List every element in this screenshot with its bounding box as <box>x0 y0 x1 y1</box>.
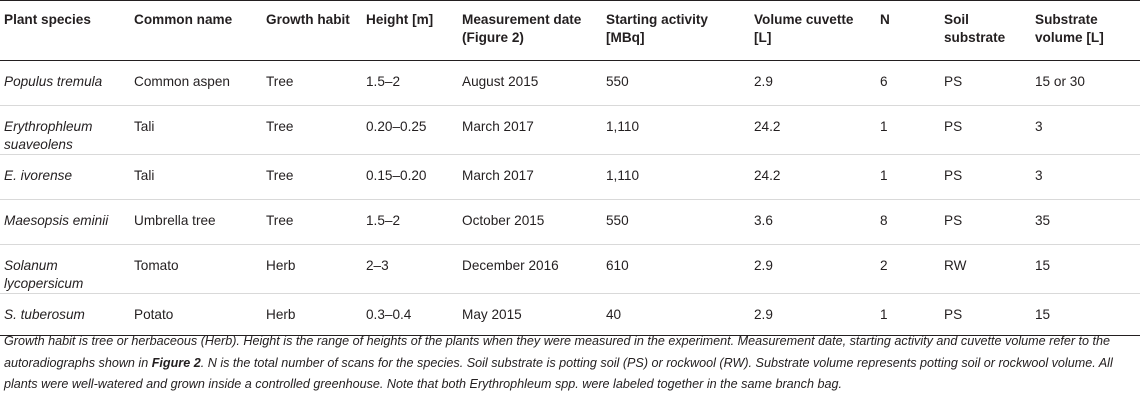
cell-measurement-date: March 2017 <box>458 105 602 155</box>
cell-substrate-volume: 3 <box>1031 154 1140 200</box>
caption-text-continued: . N is the total number of scans for the… <box>4 355 1113 392</box>
cell-soil-substrate: PS <box>940 154 1031 200</box>
cell-volume-cuvette: 24.2 <box>750 154 876 200</box>
cell-n: 8 <box>876 199 940 245</box>
table-row: Erythrophleum suaveolens Tali Tree 0.20–… <box>0 105 1140 155</box>
cell-plant-species: Erythrophleum suaveolens <box>0 105 130 155</box>
cell-soil-substrate: PS <box>940 199 1031 245</box>
table-row: Solanum lycopersicum Tomato Herb 2–3 Dec… <box>0 244 1140 294</box>
cell-common-name: Tali <box>130 105 262 155</box>
cell-measurement-date: May 2015 <box>458 293 602 336</box>
cell-height: 1.5–2 <box>362 199 458 245</box>
col-header-volume-cuvette: Volume cuvette [L] <box>750 0 876 61</box>
header-row: Plant species Common name Growth habit H… <box>0 0 1140 61</box>
cell-volume-cuvette: 2.9 <box>750 60 876 106</box>
caption-text: Growth habit is tree or herbaceous (Herb… <box>4 334 1111 370</box>
col-header-measurement-date: Measurement date (Figure 2) <box>458 0 602 61</box>
cell-starting-activity: 1,110 <box>602 105 750 155</box>
cell-substrate-volume: 15 <box>1031 293 1140 336</box>
cell-height: 1.5–2 <box>362 60 458 106</box>
cell-soil-substrate: RW <box>940 244 1031 294</box>
cell-starting-activity: 610 <box>602 244 750 294</box>
cell-soil-substrate: PS <box>940 105 1031 155</box>
cell-plant-species: Populus tremula <box>0 60 130 106</box>
cell-growth-habit: Herb <box>262 293 362 336</box>
col-header-starting-activity: Starting activity [MBq] <box>602 0 750 61</box>
cell-plant-species: Maesopsis eminii <box>0 199 130 245</box>
cell-n: 2 <box>876 244 940 294</box>
cell-substrate-volume: 3 <box>1031 105 1140 155</box>
table-row: E. ivorense Tali Tree 0.15–0.20 March 20… <box>0 154 1140 200</box>
cell-height: 2–3 <box>362 244 458 294</box>
cell-measurement-date: October 2015 <box>458 199 602 245</box>
col-header-common-name: Common name <box>130 0 262 61</box>
cell-plant-species: Solanum lycopersicum <box>0 244 130 294</box>
cell-measurement-date: March 2017 <box>458 154 602 200</box>
table-row: Maesopsis eminii Umbrella tree Tree 1.5–… <box>0 199 1140 245</box>
cell-starting-activity: 550 <box>602 199 750 245</box>
cell-height: 0.3–0.4 <box>362 293 458 336</box>
table-row: Populus tremula Common aspen Tree 1.5–2 … <box>0 60 1140 106</box>
cell-starting-activity: 550 <box>602 60 750 106</box>
cell-n: 1 <box>876 154 940 200</box>
cell-common-name: Common aspen <box>130 60 262 106</box>
cell-starting-activity: 1,110 <box>602 154 750 200</box>
cell-growth-habit: Tree <box>262 154 362 200</box>
cell-growth-habit: Tree <box>262 60 362 106</box>
cell-common-name: Tali <box>130 154 262 200</box>
cell-volume-cuvette: 2.9 <box>750 244 876 294</box>
cell-common-name: Potato <box>130 293 262 336</box>
col-header-soil-substrate: Soil substrate <box>940 0 1031 61</box>
col-header-height: Height [m] <box>362 0 458 61</box>
cell-growth-habit: Tree <box>262 105 362 155</box>
cell-substrate-volume: 35 <box>1031 199 1140 245</box>
col-header-substrate-volume: Substrate volume [L] <box>1031 0 1140 61</box>
figure-reference: Figure 2 <box>151 355 201 370</box>
cell-volume-cuvette: 2.9 <box>750 293 876 336</box>
cell-soil-substrate: PS <box>940 293 1031 336</box>
cell-measurement-date: December 2016 <box>458 244 602 294</box>
table-row: S. tuberosum Potato Herb 0.3–0.4 May 201… <box>0 293 1140 336</box>
table-caption: Growth habit is tree or herbaceous (Herb… <box>4 331 1140 396</box>
cell-starting-activity: 40 <box>602 293 750 336</box>
cell-measurement-date: August 2015 <box>458 60 602 106</box>
cell-plant-species: E. ivorense <box>0 154 130 200</box>
cell-n: 1 <box>876 293 940 336</box>
col-header-growth-habit: Growth habit <box>262 0 362 61</box>
cell-substrate-volume: 15 or 30 <box>1031 60 1140 106</box>
col-header-plant-species: Plant species <box>0 0 130 61</box>
cell-common-name: Tomato <box>130 244 262 294</box>
cell-growth-habit: Herb <box>262 244 362 294</box>
cell-height: 0.15–0.20 <box>362 154 458 200</box>
cell-soil-substrate: PS <box>940 60 1031 106</box>
cell-n: 1 <box>876 105 940 155</box>
cell-n: 6 <box>876 60 940 106</box>
cell-substrate-volume: 15 <box>1031 244 1140 294</box>
plant-data-table: Plant species Common name Growth habit H… <box>0 0 1140 336</box>
cell-growth-habit: Tree <box>262 199 362 245</box>
cell-height: 0.20–0.25 <box>362 105 458 155</box>
cell-volume-cuvette: 3.6 <box>750 199 876 245</box>
col-header-n: N <box>876 0 940 61</box>
cell-volume-cuvette: 24.2 <box>750 105 876 155</box>
cell-common-name: Umbrella tree <box>130 199 262 245</box>
cell-plant-species: S. tuberosum <box>0 293 130 336</box>
